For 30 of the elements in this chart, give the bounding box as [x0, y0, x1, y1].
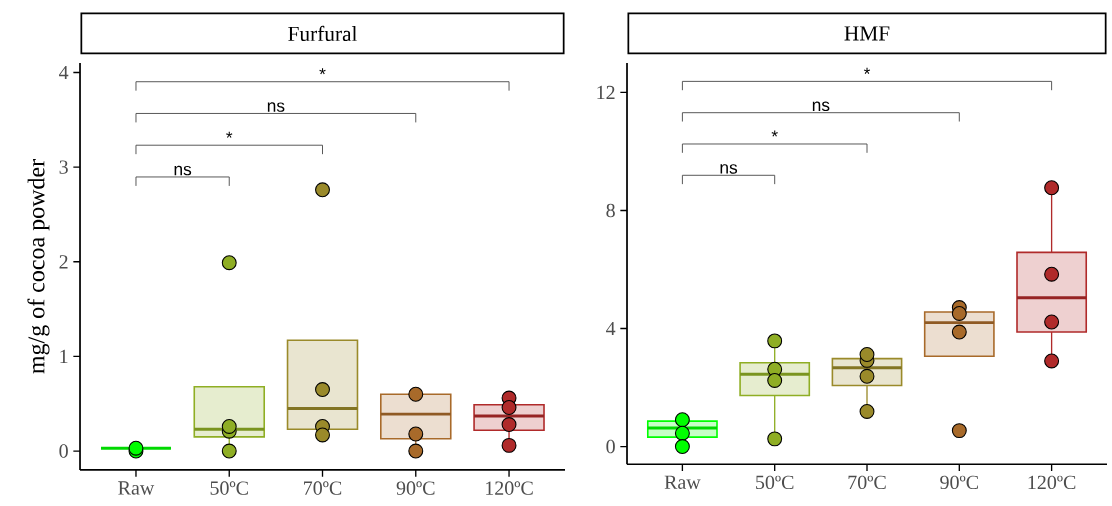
x-tick-label: 90ºC: [396, 481, 435, 495]
x-tick-label: 50ºC: [756, 475, 794, 490]
x-tick-label: Raw: [118, 481, 155, 495]
annotation: ns: [812, 101, 830, 112]
x-tick-label: 50ºC: [210, 481, 248, 495]
y-tick-label: 4: [606, 321, 616, 336]
annotation: *: [319, 68, 326, 75]
y-tick-label: 1: [60, 349, 68, 364]
x-tick-label: 70ºC: [304, 481, 342, 495]
annotation: ns: [267, 102, 285, 112]
x-tick-label: 120ºC: [486, 481, 533, 495]
y-tick-label: 8: [606, 203, 615, 218]
y-tick-label: 4: [59, 65, 69, 80]
y-tick-label: 12: [597, 85, 615, 100]
annotation: *: [863, 67, 871, 74]
y-tick-label: 2: [59, 255, 68, 269]
annotation: *: [771, 130, 778, 137]
annotation: *: [226, 131, 233, 138]
x-tick-label: 90ºC: [940, 475, 978, 490]
y-axis-title: mg/g of cocoa powder: [27, 159, 50, 374]
chart-title: HMF: [844, 26, 890, 41]
y-tick-label: 0: [606, 439, 615, 454]
y-tick-label: 3: [59, 160, 68, 174]
y-tick-label: 0: [59, 444, 68, 458]
chart-title: Furfural: [288, 25, 358, 42]
x-tick-label: 120ºC: [1028, 475, 1076, 490]
x-tick-label: Raw: [664, 475, 701, 489]
annotation: ns: [720, 164, 738, 174]
x-tick-label: 70ºC: [848, 475, 886, 490]
annotation: ns: [174, 165, 192, 176]
